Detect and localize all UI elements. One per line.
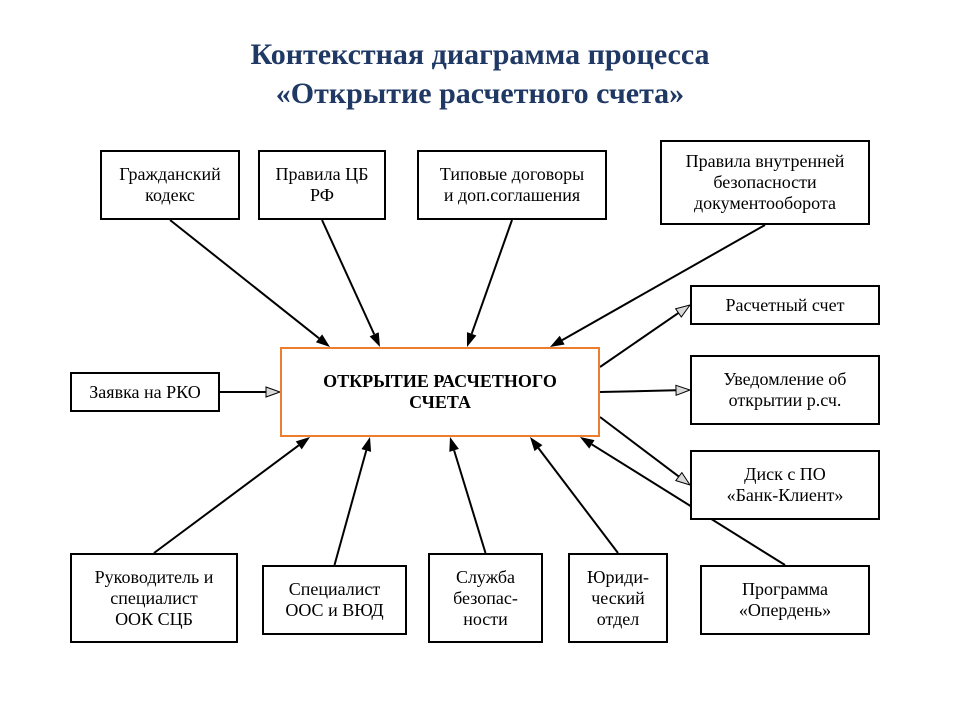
node-bot2-label: СпециалистООС и ВЮД — [264, 575, 405, 625]
node-bot4-label: Юриди-ческийотдел — [570, 563, 666, 634]
node-right1: Расчетный счет — [690, 285, 880, 325]
node-right3-label: Диск с ПО«Банк-Клиент» — [692, 460, 878, 510]
node-top1-label: Гражданскийкодекс — [102, 160, 238, 210]
node-top4-label: Правила внутреннейбезопасностидокументоо… — [662, 147, 868, 218]
node-bot2: СпециалистООС и ВЮД — [262, 565, 407, 635]
node-bot4: Юриди-ческийотдел — [568, 553, 668, 643]
node-bot3-label: Службабезопас-ности — [430, 563, 541, 634]
diagram-canvas: Контекстная диаграмма процесса «Открытие… — [0, 0, 960, 720]
node-top1: Гражданскийкодекс — [100, 150, 240, 220]
node-top3: Типовые договорыи доп.соглашения — [417, 150, 607, 220]
node-bot5: Программа«Опердень» — [700, 565, 870, 635]
node-bot1-label: Руководитель испециалистООК СЦБ — [72, 563, 236, 634]
node-bot3: Службабезопас-ности — [428, 553, 543, 643]
node-right2: Уведомление оботкрытии р.сч. — [690, 355, 880, 425]
node-top4: Правила внутреннейбезопасностидокументоо… — [660, 140, 870, 225]
node-left1: Заявка на РКО — [70, 372, 220, 412]
node-right3: Диск с ПО«Банк-Клиент» — [690, 450, 880, 520]
node-center: ОТКРЫТИЕ РАСЧЕТНОГОСЧЕТА — [280, 347, 600, 437]
node-bot5-label: Программа«Опердень» — [702, 575, 868, 625]
node-center-label: ОТКРЫТИЕ РАСЧЕТНОГОСЧЕТА — [282, 367, 598, 417]
node-bot1: Руководитель испециалистООК СЦБ — [70, 553, 238, 643]
node-left1-label: Заявка на РКО — [72, 378, 218, 407]
node-top2: Правила ЦБРФ — [258, 150, 386, 220]
node-top2-label: Правила ЦБРФ — [260, 160, 384, 210]
title-line-2: «Открытие расчетного счета» — [0, 75, 960, 113]
node-right2-label: Уведомление оботкрытии р.сч. — [692, 365, 878, 415]
node-right1-label: Расчетный счет — [692, 291, 878, 320]
title-line-1: Контекстная диаграмма процесса — [0, 36, 960, 74]
node-top3-label: Типовые договорыи доп.соглашения — [419, 160, 605, 210]
